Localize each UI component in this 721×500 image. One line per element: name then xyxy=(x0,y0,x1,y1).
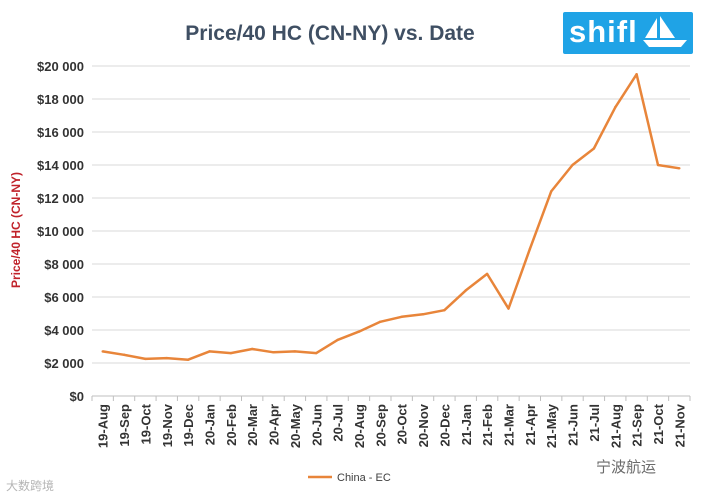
data-point xyxy=(165,356,168,360)
y-tick-label: $4 000 xyxy=(44,323,84,338)
x-tick-label: 20-Dec xyxy=(437,404,452,447)
boat-icon xyxy=(643,16,687,47)
data-point xyxy=(592,147,596,150)
watermark-right: 宁波航运 xyxy=(596,459,657,476)
y-tick-label: $0 xyxy=(70,389,84,404)
y-tick-label: $16 000 xyxy=(37,125,84,140)
data-point xyxy=(186,358,190,361)
data-point xyxy=(528,247,532,251)
x-tick-label: 20-May xyxy=(288,403,303,448)
y-tick-label: $20 000 xyxy=(37,59,84,74)
x-tick-label: 21-Aug xyxy=(608,404,623,448)
y-axis-label: Price/40 HC (CN-NY) xyxy=(9,172,23,288)
data-point xyxy=(101,350,104,353)
y-tick-label: $2 000 xyxy=(44,356,84,371)
data-point xyxy=(485,272,489,276)
data-point xyxy=(464,289,467,292)
x-tick-label: 19-Nov xyxy=(160,403,175,447)
x-tick-label: 21-Apr xyxy=(523,404,538,445)
x-tick-label: 19-Aug xyxy=(96,404,111,448)
logo-text: shifl xyxy=(569,14,638,49)
data-point xyxy=(507,307,510,310)
data-point xyxy=(315,351,318,355)
y-tick-label: $10 000 xyxy=(37,224,84,239)
watermark-left: 大数跨境 xyxy=(6,479,55,493)
y-tick-label: $14 000 xyxy=(37,158,84,173)
data-point xyxy=(678,167,681,170)
x-tick-label: 21-Nov xyxy=(672,403,687,447)
chart-title: Price/40 HC (CN-NY) vs. Date xyxy=(185,22,475,45)
x-tick-label: 21-Jul xyxy=(587,404,602,442)
x-tick-label: 20-Aug xyxy=(352,404,367,448)
x-tick-label: 21-Jun xyxy=(566,404,581,446)
data-point xyxy=(336,338,339,342)
x-tick-label: 21-May xyxy=(544,403,559,448)
data-point xyxy=(421,313,425,316)
data-point xyxy=(357,330,361,333)
x-tick-label: 20-Jun xyxy=(309,404,324,446)
x-tick-label: 20-Mar xyxy=(245,404,260,446)
data-point xyxy=(229,351,233,355)
x-tick-label: 21-Mar xyxy=(501,404,516,446)
x-tick-label: 20-Sep xyxy=(373,404,388,447)
x-tick-label: 19-Oct xyxy=(138,403,153,444)
data-point xyxy=(293,350,297,353)
y-tick-label: $18 000 xyxy=(37,92,84,107)
x-tick-label: 19-Sep xyxy=(117,404,132,447)
x-tick-label: 19-Dec xyxy=(181,404,196,447)
data-point xyxy=(208,350,211,353)
data-point xyxy=(272,351,275,354)
data-point xyxy=(656,163,660,167)
x-tick-label: 20-Oct xyxy=(395,403,410,444)
data-point xyxy=(400,315,403,318)
data-point xyxy=(144,357,147,361)
x-tick-label: 20-Jan xyxy=(202,404,217,445)
x-tick-label: 20-Apr xyxy=(267,404,282,445)
data-point xyxy=(443,309,446,312)
data-point xyxy=(614,106,617,109)
data-point xyxy=(250,347,254,351)
data-point xyxy=(122,353,126,356)
data-point xyxy=(635,73,638,76)
y-tick-label: $8 000 xyxy=(44,257,84,272)
data-point xyxy=(549,190,553,193)
data-point xyxy=(571,163,574,167)
x-tick-label: 21-Jan xyxy=(459,404,474,445)
x-tick-label: 20-Nov xyxy=(416,403,431,447)
y-tick-label: $6 000 xyxy=(44,290,84,305)
data-point xyxy=(379,320,382,323)
shifl-logo: shifl xyxy=(563,12,693,54)
x-tick-label: 21-Feb xyxy=(480,404,495,446)
series-line xyxy=(102,73,680,361)
legend-label: China - EC xyxy=(337,472,391,484)
x-tick-label: 20-Feb xyxy=(224,404,239,446)
y-tick-label: $12 000 xyxy=(37,191,84,206)
x-tick-label: 21-Sep xyxy=(630,404,645,447)
x-tick-label: 21-Oct xyxy=(651,403,666,444)
x-tick-label: 20-Jul xyxy=(331,404,346,442)
